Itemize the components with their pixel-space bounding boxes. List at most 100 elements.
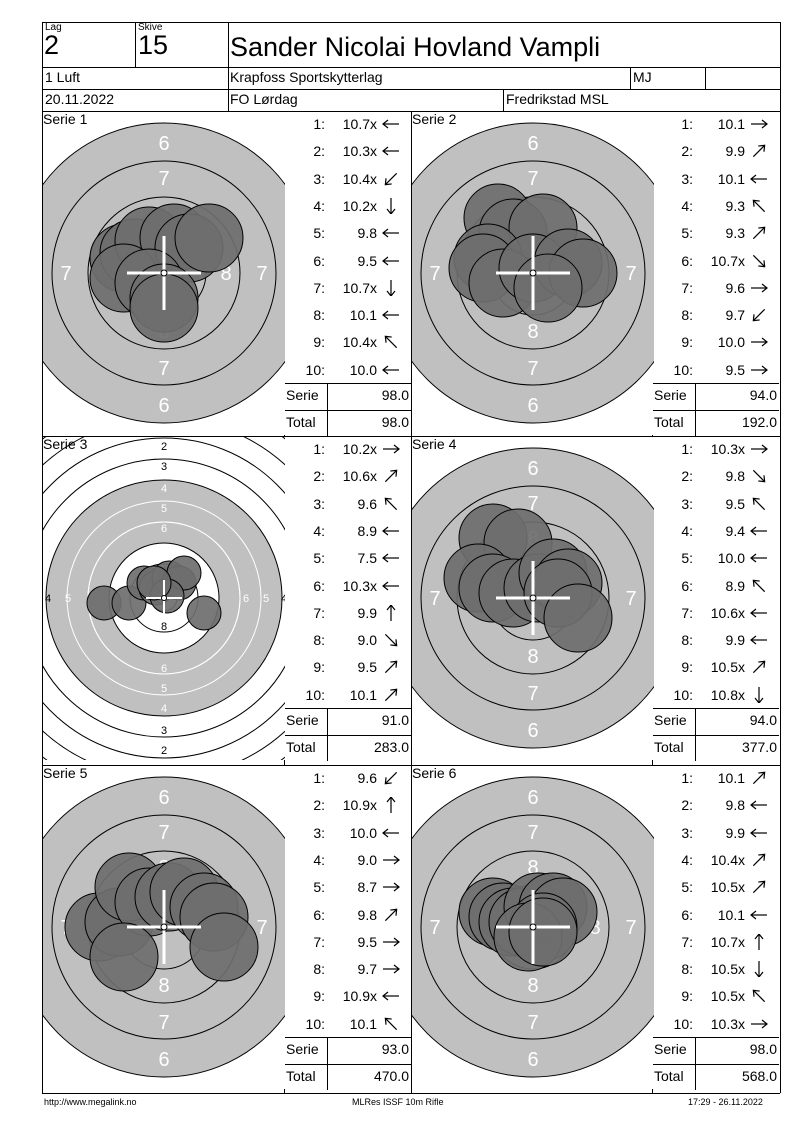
direction-arrow-icon [752,853,766,866]
serie-label: Serie [654,1041,687,1057]
shot-number: 4: [313,522,325,539]
lag-value: 2 [44,30,60,60]
shot-direction [381,253,401,274]
shot-score: 10.0 [717,550,745,567]
ring-number: 6 [161,663,167,675]
shot-direction [381,988,401,1009]
shot-number: 2: [681,468,693,485]
shot-score: 10.1 [717,906,745,923]
serie-value: 94.0 [749,712,777,728]
shot-number: 3: [681,824,693,841]
direction-arrow-icon [751,444,768,454]
ring-number: 7 [60,263,71,285]
shot-direction [749,879,769,900]
shot-number: 7: [313,279,325,296]
direction-arrow-icon [751,283,768,293]
shot-number: 4: [313,851,325,868]
shot-score: 9.9 [725,143,745,160]
ring-number: 6 [527,133,538,155]
shot-score: 9.0 [357,632,377,649]
shot-score: 10.3x [710,1015,745,1032]
serie-title: Serie 4 [412,437,457,452]
shot-score: 10.5x [710,988,745,1005]
total-label: Total [286,414,316,430]
shooter-name: Sander Nicolai Hovland Vampli [230,32,601,62]
shot-score: 10.8x [710,686,745,703]
shot-direction [381,907,401,928]
direction-arrow-icon [752,309,766,322]
direction-arrow-icon [752,226,766,240]
ring-number: 7 [158,168,169,190]
shot-direction [381,496,401,517]
total-value: 377.0 [741,739,777,755]
shot-direction [381,934,401,955]
total-value: 283.0 [373,739,409,755]
direction-arrow-icon [382,119,399,129]
center-dot [160,269,168,277]
shot-row: 7: 9.6 [653,278,779,298]
direction-arrow-icon [751,365,768,375]
shot-direction [381,879,401,900]
shot-row: 10: 10.8x [653,685,779,705]
shot-score: 9.8 [357,225,377,242]
shot-number: 4: [681,522,693,539]
direction-arrow-icon [752,990,766,1003]
total-value: 568.0 [741,1068,777,1084]
shot-number: 6: [681,577,693,594]
direction-arrow-icon [751,119,768,129]
shot-row: 2: 10.3x [285,141,411,161]
shot-row: 3: 10.4x [285,169,411,189]
shot-score: 10.3x [710,441,745,457]
total-value: 98.0 [381,414,409,430]
shot-direction [381,523,401,544]
shot-score: 9.7 [357,961,377,978]
shot-number: 3: [681,495,693,512]
shot-row: 9: 10.5x [653,657,779,677]
total-label: Total [286,739,316,755]
direction-arrow-icon [384,771,398,785]
shot-number: 5: [681,225,693,242]
ring-number: 7 [429,263,440,285]
shot-score: 9.3 [725,197,745,214]
direction-arrow-icon [751,337,768,347]
shot-number: 1: [681,441,693,457]
shot-hole [89,922,159,992]
direction-arrow-icon [751,1019,768,1029]
shot-row: 3: 10.0 [285,823,411,843]
ring-number: 4 [45,593,51,605]
shot-score: 8.9 [357,522,377,539]
shot-score: 10.1 [349,1015,377,1032]
shot-row: 4: 9.4 [653,521,779,541]
shot-number: 7: [681,933,693,950]
shot-score: 9.5 [725,361,745,378]
ring-number: 7 [429,588,440,610]
shot-row: 6: 9.5 [285,251,411,271]
shot-direction [381,1016,401,1037]
shot-direction [749,468,769,489]
shot-score: 9.6 [357,770,377,786]
shot-row: 9: 10.4x [285,332,411,352]
direction-arrow-icon [386,603,396,621]
skive-label: Skive [138,22,163,33]
total-label: Total [654,739,684,755]
shot-score: 10.7x [710,252,745,269]
shot-direction [749,496,769,517]
shot-row: 10: 9.5 [653,360,779,380]
ring-number: 2 [161,745,167,757]
shot-row: 8: 10.5x [653,959,779,979]
direction-arrow-icon [382,526,399,536]
direction-arrow-icon [386,796,396,814]
shot-row: 7: 10.6x [653,603,779,623]
shot-score: 10.0 [349,824,377,841]
shot-score: 7.5 [357,550,377,567]
shot-row: 1: 10.2x [285,439,411,459]
shot-row: 9: 10.9x [285,986,411,1006]
direction-arrow-icon [752,470,766,483]
footer-url: http://www.megalink.no [44,1097,137,1107]
center-dot [161,595,167,601]
ring-number: 8 [527,857,538,879]
shot-direction [381,171,401,192]
shot-direction [749,659,769,680]
club-name: Krapfoss Sportskytterlag [230,69,383,85]
shot-number: 1: [681,770,693,786]
